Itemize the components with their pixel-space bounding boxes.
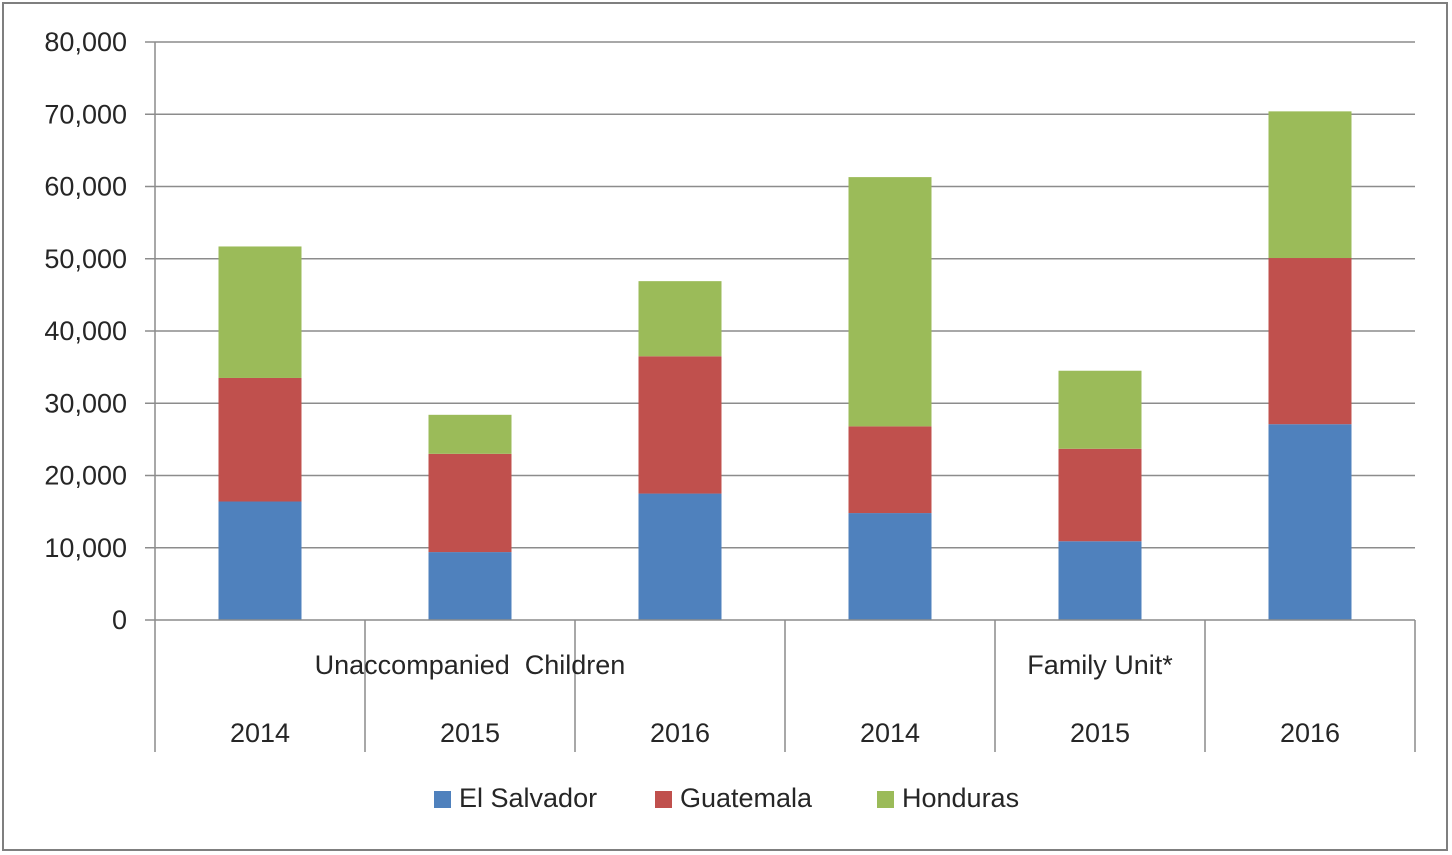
x-group-label: Family Unit*: [1027, 650, 1173, 680]
bar-guatemala-0: [218, 377, 302, 502]
bar-guatemala-2: [638, 356, 722, 494]
x-tick-label: 2016: [650, 718, 710, 748]
y-tick-label: 30,000: [44, 388, 127, 418]
bar-el-salvador-5: [1268, 424, 1352, 620]
y-tick-label: 0: [112, 605, 127, 635]
bar-guatemala-3: [848, 426, 932, 514]
bar-guatemala-1: [428, 453, 512, 553]
x-group-label: Unaccompanied Children: [315, 650, 626, 680]
bar-el-salvador-0: [218, 501, 302, 620]
x-tick-label: 2015: [1070, 718, 1130, 748]
y-tick-label: 20,000: [44, 461, 127, 491]
y-tick-label: 10,000: [44, 533, 127, 563]
x-tick-label: 2014: [860, 718, 920, 748]
y-tick-label: 60,000: [44, 172, 127, 202]
bar-honduras-2: [638, 281, 722, 357]
bar-honduras-4: [1058, 370, 1142, 449]
legend-label-honduras: Honduras: [902, 783, 1019, 813]
y-tick-label: 70,000: [44, 99, 127, 129]
bar-el-salvador-1: [428, 552, 512, 620]
legend-label-el-salvador: El Salvador: [459, 783, 597, 813]
grid-layer: [155, 41, 1415, 549]
legend-label-guatemala: Guatemala: [680, 783, 813, 813]
bar-el-salvador-2: [638, 493, 722, 620]
bar-el-salvador-3: [848, 513, 932, 620]
legend-swatch-guatemala: [655, 791, 672, 808]
x-tick-label: 2016: [1280, 718, 1340, 748]
bar-guatemala-4: [1058, 448, 1142, 542]
y-tick-label: 40,000: [44, 316, 127, 346]
legend: El Salvador Guatemala Honduras: [434, 783, 1019, 813]
x-tick-label: 2015: [440, 718, 500, 748]
bar-honduras-1: [428, 414, 512, 454]
axis-layer: 0 10,000 20,000 30,000 40,000 50,000 60,000 70,…: [44, 27, 1416, 752]
x-tick-label: 2014: [230, 718, 290, 748]
bar-honduras-5: [1268, 111, 1352, 259]
bar-honduras-0: [218, 246, 302, 378]
y-tick-label: 80,000: [44, 27, 127, 57]
bar-honduras-3: [848, 177, 932, 427]
bar-layer: [218, 111, 1352, 620]
bar-el-salvador-4: [1058, 541, 1142, 620]
y-tick-label: 50,000: [44, 244, 127, 274]
legend-swatch-honduras: [877, 791, 894, 808]
legend-swatch-el-salvador: [434, 791, 451, 808]
bar-guatemala-5: [1268, 258, 1352, 425]
